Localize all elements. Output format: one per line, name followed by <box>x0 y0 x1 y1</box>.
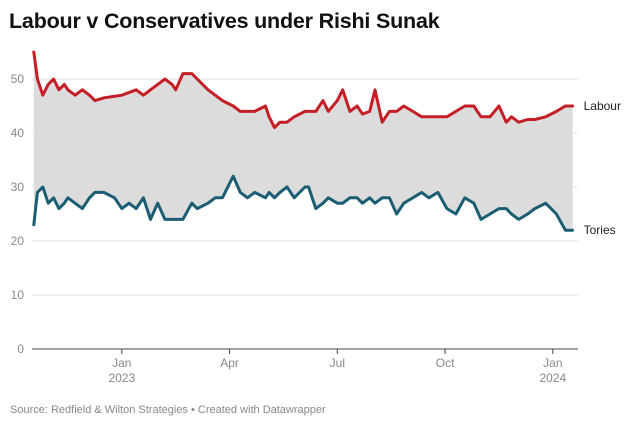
series-lines <box>32 50 575 232</box>
series-label-tories: Tories <box>584 223 616 237</box>
x-tick-label: Jan <box>543 356 562 370</box>
x-tick-year-label: 2024 <box>540 371 567 385</box>
gap-fill <box>33 52 573 231</box>
y-tick-label: 50 <box>11 72 25 86</box>
series-labels: Labour Tories <box>584 99 621 237</box>
x-tick-label: Apr <box>220 356 239 370</box>
y-tick-label: 40 <box>11 126 25 140</box>
series-line-labour <box>32 50 575 130</box>
x-tick-year-label: 2023 <box>108 371 135 385</box>
y-tick-label: 20 <box>11 234 25 248</box>
x-tick-label: Jan <box>112 356 131 370</box>
y-tick-label: 30 <box>11 180 25 194</box>
gap-area <box>33 52 573 231</box>
series-label-labour: Labour <box>584 99 621 113</box>
x-tick-label: Jul <box>330 356 345 370</box>
chart-title: Labour v Conservatives under Rishi Sunak <box>9 9 440 33</box>
y-tick-label: 0 <box>17 342 24 356</box>
series-line-tories <box>32 174 575 232</box>
y-tick-label: 10 <box>11 288 25 302</box>
x-tick-label: Oct <box>436 356 455 370</box>
y-axis: 0 10 20 30 40 50 <box>11 72 25 356</box>
source-note: Source: Redfield & Wilton Strategies • C… <box>10 404 326 416</box>
